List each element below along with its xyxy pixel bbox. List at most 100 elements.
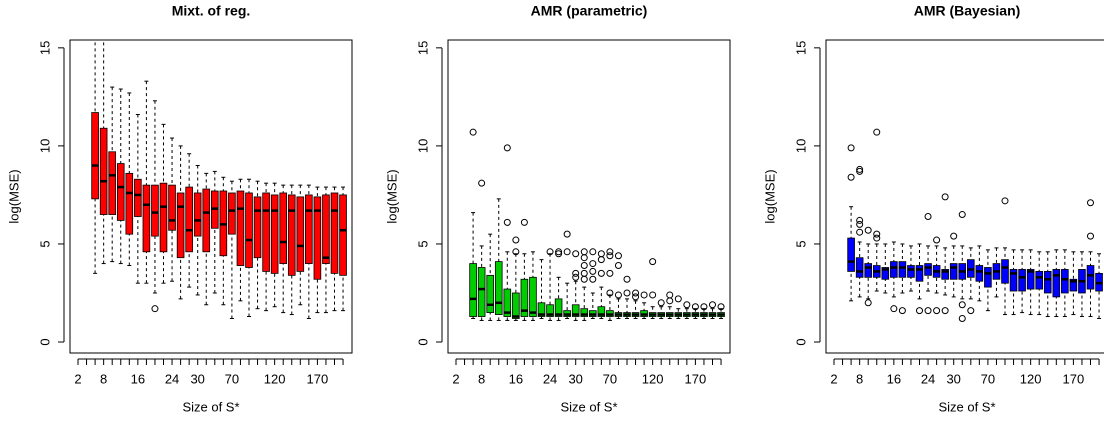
box (890, 261, 898, 278)
outlier (709, 301, 716, 309)
plot-frame (447, 39, 731, 354)
panel-title: AMR (Bayesian) (914, 3, 1021, 19)
outlier (916, 307, 923, 315)
y-tick-label: 5 (37, 240, 52, 247)
outlier (856, 165, 864, 173)
x-axis-label: Size of S* (938, 399, 995, 414)
box (469, 263, 477, 317)
x-tick-label: 30 (190, 371, 204, 386)
outlier (1001, 197, 1009, 205)
outlier (597, 250, 605, 258)
box (296, 196, 305, 272)
outlier (572, 250, 580, 258)
x-tick-label: 24 (921, 371, 935, 386)
x-tick-label: 16 (887, 371, 901, 386)
outlier (847, 144, 855, 152)
outlier (632, 293, 640, 301)
outlier (967, 307, 975, 315)
outlier (555, 250, 563, 258)
x-tick-label: 8 (856, 371, 863, 386)
x-axis-label: Size of S* (182, 399, 239, 414)
box (571, 304, 580, 317)
box (1018, 269, 1026, 292)
box (313, 196, 322, 280)
box (537, 302, 546, 317)
outlier (950, 232, 958, 240)
outlier (856, 220, 864, 228)
outlier (933, 307, 941, 315)
box (322, 194, 330, 264)
x-tick-label: 170 (685, 371, 707, 386)
x-tick-label: 30 (568, 371, 582, 386)
box (477, 267, 486, 317)
x-tick-label: 120 (1020, 371, 1042, 386)
box (270, 194, 279, 274)
outlier (614, 252, 622, 260)
outlier (941, 307, 949, 315)
x-tick-label: 24 (165, 371, 179, 386)
box (168, 184, 176, 231)
box (185, 186, 193, 253)
y-axis-label: log(MSE) (6, 169, 21, 223)
outlier (555, 248, 563, 256)
outlier (589, 260, 597, 268)
outlier (649, 258, 657, 266)
outlier (864, 299, 872, 307)
outlier (898, 307, 906, 315)
x-axis-label: Size of S* (560, 399, 617, 414)
x-tick-label: 120 (264, 371, 286, 386)
box (1043, 271, 1052, 294)
outlier (700, 303, 708, 311)
panel-title: AMR (parametric) (531, 3, 648, 19)
outlier (606, 289, 614, 297)
box (125, 172, 134, 235)
x-tick-label: 16 (509, 371, 523, 386)
box (975, 265, 984, 282)
outlier (683, 301, 691, 309)
box (984, 267, 992, 288)
box (554, 298, 563, 317)
outlier (623, 275, 631, 283)
y-tick-label: 0 (37, 338, 52, 345)
outlier (666, 291, 674, 299)
outlier (666, 297, 674, 305)
outlier (873, 234, 881, 242)
y-tick-label: 15 (415, 41, 430, 55)
outlier (856, 228, 864, 236)
box (262, 192, 270, 272)
box (503, 288, 512, 317)
outlier (958, 301, 966, 309)
outlier (580, 262, 588, 270)
outlier (563, 230, 571, 238)
outlier (151, 305, 159, 313)
box (134, 178, 142, 217)
outlier (614, 262, 622, 270)
outlier (958, 314, 966, 322)
box (520, 278, 529, 317)
plot-frame (69, 39, 353, 354)
outlier (933, 236, 941, 244)
box (597, 306, 606, 317)
box (915, 265, 924, 282)
outlier (597, 269, 605, 277)
box (881, 267, 890, 280)
box (907, 265, 915, 278)
outlier (623, 289, 631, 297)
outlier (890, 305, 898, 313)
y-tick-label: 5 (415, 240, 430, 247)
outlier (632, 289, 640, 297)
box (202, 188, 211, 253)
outlier (580, 275, 588, 283)
outlier (657, 299, 665, 307)
x-tick-label: 70 (981, 371, 995, 386)
box (512, 292, 520, 319)
box (253, 196, 262, 259)
plot-area (91, 40, 347, 319)
outlier (580, 254, 588, 262)
outlier (606, 269, 614, 277)
outlier (512, 248, 520, 256)
y-tick-label: 0 (415, 338, 430, 345)
x-tick-label: 30 (946, 371, 960, 386)
box (305, 194, 313, 264)
x-tick-label: 8 (478, 371, 485, 386)
